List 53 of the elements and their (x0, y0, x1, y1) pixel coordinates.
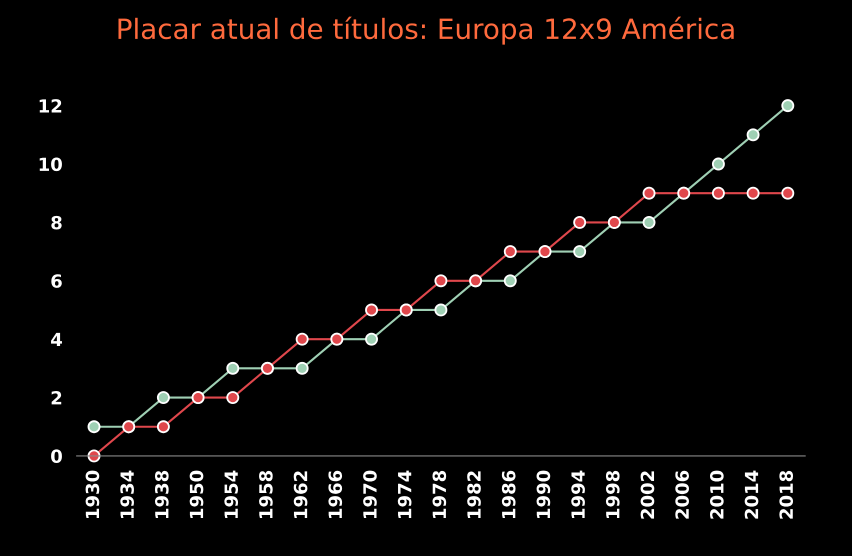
y-tick-label: 10 (40, 157, 62, 172)
point (365, 332, 378, 346)
x-tick-label: 1930 (86, 470, 100, 518)
y-tick-label: 6 (51, 274, 62, 288)
point (746, 128, 760, 142)
y-tick-label: 12 (40, 99, 62, 112)
point (296, 362, 309, 375)
x-tick-label: 1962 (294, 471, 308, 518)
point (504, 274, 517, 288)
point (712, 158, 725, 170)
y-tick-label: 0 (51, 449, 62, 464)
x-tick-label: 1970 (363, 470, 377, 518)
point (642, 216, 656, 229)
point (781, 186, 794, 200)
point (365, 304, 378, 316)
point (88, 420, 100, 434)
point (434, 304, 448, 316)
point (156, 420, 170, 434)
x-tick-label: 1934 (120, 470, 134, 518)
point (296, 332, 309, 346)
x-tick-label: 2014 (744, 470, 758, 519)
point (226, 362, 240, 375)
x-tick-label: 2006 (675, 470, 689, 519)
point (746, 186, 760, 200)
x-tick-label: 2018 (779, 470, 794, 519)
x-tick-label: 1978 (432, 470, 446, 518)
y-tick-label: 8 (51, 216, 62, 230)
x-tick-label: 1954 (224, 470, 238, 518)
x-tick-label: 1994 (571, 470, 585, 518)
x-tick-label: 1998 (606, 470, 620, 518)
x-tick-label: 1990 (536, 470, 550, 518)
point (712, 186, 725, 200)
point (642, 186, 656, 200)
x-tick-label: 1950 (190, 470, 204, 518)
x-tick-label: 1938 (154, 470, 169, 518)
x-tick-label: 1974 (398, 470, 412, 518)
chart-title: Placar atual de títulos: Europa 12x9 América (118, 16, 734, 45)
point (88, 449, 100, 462)
point (781, 99, 794, 112)
x-tick-label: 1958 (259, 470, 273, 518)
x-tick-label: 1986 (502, 470, 516, 518)
point (504, 245, 517, 258)
point (573, 216, 586, 229)
point (573, 245, 586, 258)
point (226, 391, 240, 404)
x-tick-label: 1966 (328, 470, 342, 518)
x-tick-label: 1982 (467, 471, 481, 518)
point (434, 274, 448, 288)
point (156, 391, 170, 404)
x-tick-label: 2010 (710, 470, 724, 519)
y-tick-label: 4 (51, 332, 62, 346)
y-tick-label: 2 (52, 391, 62, 404)
x-tick-label: 2002 (640, 471, 654, 519)
